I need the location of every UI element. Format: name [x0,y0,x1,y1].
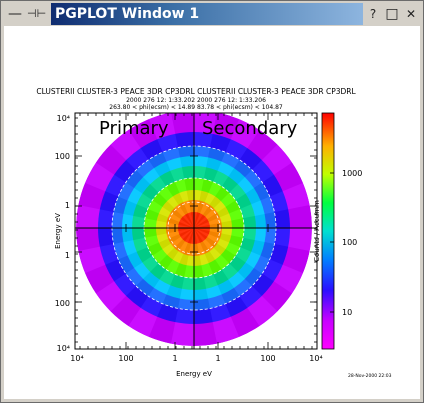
spectrogram-sector [194,144,293,228]
x-tick-label: 100 [118,354,133,363]
x-tick-label: 1 [172,354,177,363]
spectrogram-sector [128,118,194,228]
spectrogram-sector [194,228,240,344]
label-primary: Primary [99,118,169,139]
spectrogram-sector [171,113,194,228]
axis-ticks [75,113,317,349]
x-tick-labels: 10⁴ 100 1 1 100 10⁴ [70,354,322,363]
y-tick-label: 10⁴ [57,344,70,353]
y-tick-label: 1 [65,251,70,260]
x-tick-label: 100 [260,354,275,363]
titlebar-right-controls: ? □ ✕ [363,3,421,25]
spectrogram-sector [148,113,194,228]
spectrogram-sector [128,228,194,338]
titlebar-left-controls: — ⊣⊢ [3,3,51,25]
minimize-icon[interactable]: ? [369,7,377,21]
header-line-3: 263.80 < phi(ecsm) < 14.89 83.78 < phi(e… [109,104,283,111]
plot-svg: CLUSTERII CLUSTER-3 PEACE 3DR CP3DRL CLU… [36,87,392,379]
spectrogram-sector [84,228,194,294]
spectrogram-sector [95,144,194,228]
x-axis-label: Energy eV [176,370,212,378]
title-bar[interactable]: — ⊣⊢ PGPLOT Window 1 ? □ ✕ [3,3,421,25]
spectrogram-sector [76,228,194,252]
spectrogram-sector [194,228,312,252]
y-tick-labels: 10⁴ 100 1 1 100 10⁴ [55,114,70,353]
spectrogram-sector [84,162,194,228]
spectrogram-sector [194,228,260,338]
spectrogram-sector [194,118,260,228]
header-line-2: 2000 276 12: 1:33.202 2000 276 12: 1:33.… [126,97,266,104]
label-secondary: Secondary [202,118,298,139]
spectrogram-sector [110,228,194,327]
spectrogram-sector [194,228,310,274]
spectrogram-sector [95,228,194,312]
colorbar-tick-label: 1000 [342,169,362,178]
spectrogram-sector [78,182,194,228]
maximize-icon[interactable]: □ [385,6,399,22]
window-menu-icon[interactable]: — [8,6,22,22]
colorbar-label: Counts / Accumm [313,200,321,262]
y-axis-label: Energy eV [54,213,62,249]
close-icon[interactable]: ✕ [405,7,417,21]
window-title: PGPLOT Window 1 [55,6,200,22]
y-tick-label: 100 [55,152,70,161]
header-line-1: CLUSTERII CLUSTER-3 PEACE 3DR CP3DRL CLU… [36,87,356,96]
spectrogram-sector [78,228,194,274]
x-tick-label: 1 [215,354,220,363]
plot-canvas: CLUSTERII CLUSTER-3 PEACE 3DR CP3DRL CLU… [4,26,420,399]
spectrogram-sector [76,204,194,228]
y-tick-label: 100 [55,299,70,308]
pin-icon[interactable]: ⊣⊢ [27,7,47,20]
spectrogram-sector [194,204,312,228]
colorbar [321,112,335,350]
spectrogram-sector [148,228,194,344]
plot-frame [74,112,318,350]
spectrogram-sector [194,182,310,228]
y-tick-label: 10⁴ [57,114,70,123]
spectrogram-sector [170,228,194,346]
colorbar-ticks [330,172,334,313]
spectrogram-sector [194,228,278,327]
colorbar-tick-label: 10 [342,308,352,317]
colorbar-tick-label: 100 [342,238,357,247]
outer-background [75,113,317,349]
spectrogram-sector [194,129,278,228]
spectrogram-sector [194,228,304,294]
spectrogram-sector [194,228,293,312]
spectrogram-sector [194,228,218,346]
date-stamp: 28-Nov-2000 22:03 [348,373,392,379]
y-tick-label: 1 [65,201,70,210]
spectrogram-sector [110,129,194,228]
colorbar-tick-labels: 1000 100 10 [342,169,362,317]
spectrogram-sector [194,113,217,228]
x-tick-label: 10⁴ [70,354,83,363]
spectrogram-sector [194,113,240,228]
spectrogram-sector [194,162,304,228]
x-tick-label: 10⁴ [309,354,322,363]
